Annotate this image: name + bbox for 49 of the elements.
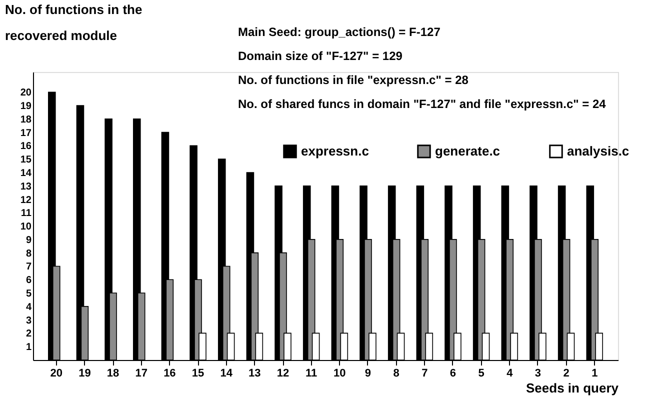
annotation: No. of functions in file "expressn.c" = 28 <box>238 73 469 87</box>
y-tick-label: 11 <box>20 208 32 220</box>
y-tick-label: 20 <box>20 88 32 99</box>
y-tick-label: 1 <box>26 342 32 354</box>
y-tick-label: 3 <box>26 315 32 326</box>
y-tick-label: 7 <box>26 262 32 273</box>
x-tick-label: 10 <box>334 368 346 380</box>
text: Main Seed: group_actions() = F-127 <box>238 25 441 39</box>
y-tick-label: 8 <box>26 248 32 260</box>
y-tick-label: 16 <box>20 141 32 152</box>
x-tick-label: 14 <box>220 368 234 380</box>
legend-label: analysis.c <box>567 143 630 158</box>
x-tick-label: 16 <box>164 368 176 380</box>
x-tick-label: 20 <box>50 368 62 380</box>
x-tick-label: 19 <box>78 368 91 380</box>
x-tick-label: 5 <box>478 368 484 380</box>
x-tick-label: 4 <box>506 368 514 380</box>
x-tick-label: 2 <box>563 368 570 380</box>
y-tick-label: 9 <box>26 234 32 246</box>
x-tick-label: 8 <box>393 368 400 380</box>
x-tick-label: 12 <box>276 368 290 380</box>
x-tick-label: 9 <box>364 368 372 380</box>
text: Domain size of "F-127" = 129 <box>238 49 403 63</box>
x-tick-label: 11 <box>306 368 318 380</box>
y-tick-label: 6 <box>26 275 32 286</box>
y-tick-label: 14 <box>20 168 32 179</box>
y-axis-title: No. of functions in the recovered module <box>5 2 142 43</box>
x-tick-label: 13 <box>248 368 261 380</box>
y-tick-label: 18 <box>20 114 32 126</box>
x-tick-label: 18 <box>106 368 120 380</box>
legend-label: generate.c <box>435 143 500 158</box>
y-tick-label: 12 <box>20 194 32 206</box>
x-tick-label: 1 <box>592 368 598 380</box>
y-tick-label: 2 <box>26 328 32 340</box>
y-tick-label: 5 <box>26 288 32 300</box>
y-tick-label: 15 <box>20 154 32 166</box>
y-tick-label: 4 <box>26 302 32 313</box>
y-tick-label: 10 <box>20 222 32 233</box>
x-tick-label: 15 <box>192 368 204 380</box>
x-tick-label: 6 <box>450 368 456 380</box>
x-axis-title: Seeds in query <box>526 380 620 396</box>
x-tick-label: 7 <box>422 368 428 380</box>
legend-label: expressn.c <box>301 143 369 158</box>
y-tick-label: 13 <box>20 181 32 192</box>
x-tick-label: 17 <box>135 368 148 380</box>
annotation: No. of shared funcs in domain "F-127" and file "expressn.c" = 24 <box>238 97 606 111</box>
x-tick-label: 3 <box>534 368 542 380</box>
y-tick-label: 17 <box>20 128 32 139</box>
y-tick-label: 19 <box>20 100 32 112</box>
